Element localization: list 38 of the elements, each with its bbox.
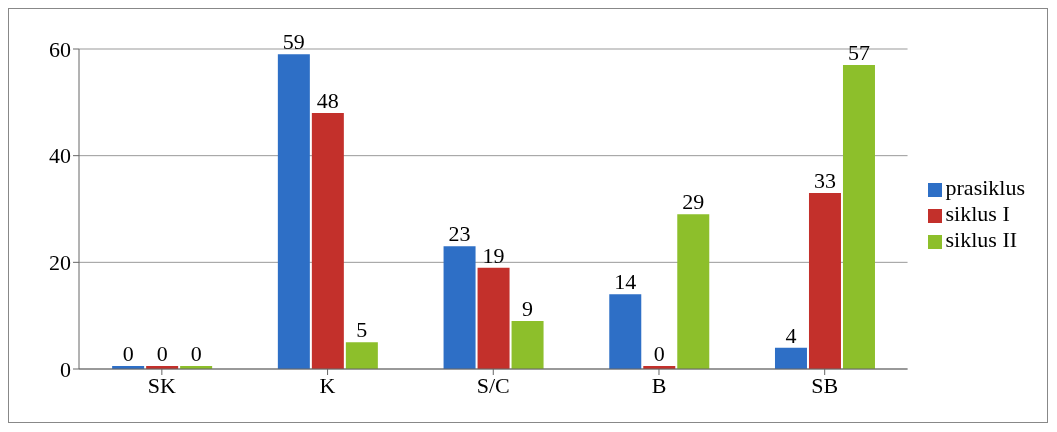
data-label: 59 [282, 29, 305, 55]
data-label: 0 [122, 341, 134, 366]
y-tick-label: 20 [49, 250, 71, 276]
bar [477, 267, 510, 369]
data-label: 33 [813, 168, 836, 193]
y-tick-label: 40 [49, 143, 71, 169]
bar [345, 342, 378, 369]
bar [511, 321, 544, 369]
legend-label: prasiklus [945, 175, 1025, 200]
bar [277, 54, 310, 369]
data-label: 23 [448, 221, 471, 247]
bar [443, 246, 476, 369]
data-label: 5 [356, 317, 368, 343]
x-tick-label: K [319, 372, 336, 398]
legend-label: siklus II [945, 227, 1018, 252]
data-label: 9 [522, 296, 534, 321]
bar [774, 347, 807, 369]
x-tick-label: S/C [476, 372, 510, 398]
data-label: 0 [156, 341, 168, 366]
bar [842, 65, 875, 369]
data-label: 0 [653, 341, 665, 366]
data-label: 19 [482, 242, 505, 268]
data-label: 14 [614, 269, 637, 295]
data-label: 57 [847, 40, 870, 65]
y-tick-label: 60 [49, 36, 71, 62]
data-label: 48 [316, 88, 339, 113]
y-tick-label: 0 [60, 356, 71, 382]
data-label: 29 [682, 189, 705, 215]
bar [609, 294, 642, 369]
legend-label: siklus I [945, 201, 1010, 226]
data-label: 4 [785, 322, 797, 348]
x-tick-label: B [651, 372, 667, 398]
bar [311, 113, 344, 369]
bar [808, 193, 841, 369]
data-label: 0 [190, 341, 202, 366]
bar [677, 214, 710, 369]
x-tick-label: SB [811, 372, 839, 398]
x-tick-label: SK [147, 372, 177, 398]
